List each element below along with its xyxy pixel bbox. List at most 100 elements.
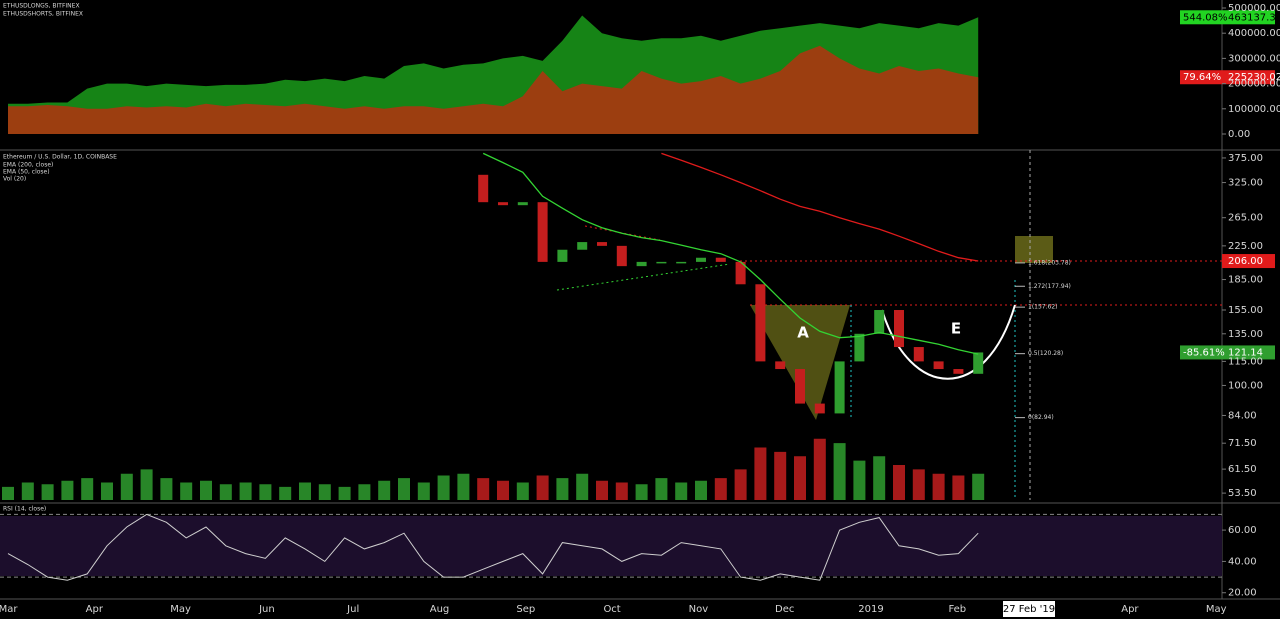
volume-bar: [556, 478, 569, 500]
value-badge: [1180, 10, 1275, 25]
candle: [933, 361, 944, 370]
candle: [597, 242, 607, 246]
rsi-line: [7, 513, 979, 581]
candle: [557, 249, 568, 262]
y-tick-label: 100.00: [1228, 380, 1263, 391]
candle: [478, 174, 489, 203]
volume-bar: [477, 478, 490, 500]
volume-bar: [576, 473, 589, 500]
fib-label: 1(157.62): [1028, 304, 1058, 311]
trendline: [556, 263, 731, 291]
volume-bar: [318, 484, 331, 500]
last-price-badge: [1180, 345, 1275, 360]
volume-bar: [853, 460, 866, 500]
volume-bar: [655, 478, 668, 500]
legend-entry: EMA (50, close): [3, 169, 50, 176]
y-tick-label: 135.00: [1228, 329, 1263, 340]
last-price-change: -85.61%: [1183, 347, 1225, 358]
candle: [834, 361, 845, 414]
fib-label: 1.618(203.78): [1028, 259, 1071, 266]
volume-bar: [417, 482, 430, 500]
volume-bar: [516, 482, 529, 500]
candle: [913, 347, 924, 362]
fib-label: 0.5(120.28): [1028, 350, 1063, 357]
volume-bar: [635, 484, 648, 500]
y-tick-label: 84.00: [1228, 410, 1257, 421]
y-tick-label: 100000.00: [1228, 104, 1280, 115]
y-tick-label: 115.00: [1228, 356, 1263, 367]
chart-title: RSI (14, close): [3, 506, 46, 513]
x-tick-label: Apr: [86, 604, 104, 615]
volume-bar: [932, 473, 945, 500]
badge-value: 225230.02: [1228, 72, 1280, 83]
volume-bar: [833, 443, 846, 500]
candle: [953, 369, 964, 374]
x-tick-label: Feb: [948, 604, 966, 615]
x-tick-label: May: [170, 604, 191, 615]
y-tick-label: 400000.00: [1228, 28, 1280, 39]
candle: [874, 310, 885, 334]
volume-bar: [754, 447, 767, 500]
volume-bar: [596, 480, 608, 500]
candle: [537, 202, 548, 262]
volume-bar: [120, 473, 133, 500]
badge-value: 463137.36: [1228, 12, 1280, 23]
volume-bar: [21, 482, 34, 500]
volume-bar: [140, 469, 153, 500]
volume-bar: [101, 482, 113, 500]
volume-bar: [695, 480, 707, 500]
volume-bar: [536, 475, 549, 500]
x-tick-label: Dec: [775, 604, 794, 615]
volume-bar: [219, 484, 232, 500]
time-marker-bg: [1003, 601, 1055, 617]
candle: [577, 242, 588, 250]
y-tick-label: 200000.00: [1228, 79, 1280, 90]
pattern-label: E: [951, 320, 961, 338]
y-tick-label: 155.00: [1228, 305, 1263, 316]
time-marker: 27 Feb '19: [1003, 604, 1055, 615]
volume-bar: [497, 480, 509, 500]
candle: [715, 257, 726, 262]
x-tick-label: May: [1206, 604, 1227, 615]
y-tick-label: 20.00: [1228, 588, 1257, 599]
y-tick-label: 61.50: [1228, 464, 1257, 475]
volume-bar: [160, 478, 173, 500]
volume-bar: [437, 475, 450, 500]
x-tick-label: Mar: [0, 604, 18, 615]
volume-bar: [794, 456, 806, 500]
rsi-band-fill: [0, 516, 1222, 576]
candle: [498, 202, 508, 206]
volume-bar: [41, 484, 54, 500]
volume-bar: [813, 438, 826, 500]
candle: [735, 261, 746, 285]
volume-bar: [259, 484, 272, 500]
last-price-label: 121.14: [1228, 347, 1263, 358]
badge-change: 544.08%: [1183, 12, 1228, 23]
volume-bar: [774, 451, 787, 500]
target-zone: [1015, 236, 1053, 263]
candle: [676, 261, 687, 264]
price-badge: [1222, 254, 1275, 269]
x-tick-label: Oct: [603, 604, 620, 615]
chart-title: Ethereum / U.S. Dollar, 1D, COINBASE: [3, 154, 117, 161]
candle: [973, 352, 984, 374]
volume-bar: [714, 478, 727, 500]
volume-bar: [338, 486, 351, 500]
candle: [616, 245, 627, 267]
candle: [696, 257, 706, 262]
volume-bar: [734, 469, 747, 500]
volume-bar: [61, 480, 74, 500]
x-tick-label: Aug: [430, 604, 450, 615]
candle: [656, 261, 667, 264]
fib-label: 1.272(177.94): [1028, 283, 1071, 290]
volume-bar: [81, 478, 94, 500]
y-tick-label: 0.00: [1228, 129, 1250, 140]
volume-bar: [893, 465, 905, 500]
volume-bar: [299, 482, 311, 500]
candle: [894, 310, 904, 348]
y-tick-label: 53.50: [1228, 488, 1257, 499]
legend-entry: ETHUSDLONGS, BITFINEX: [3, 3, 80, 10]
candle: [636, 261, 647, 267]
volume-bar: [200, 480, 212, 500]
value-badge: [1180, 70, 1275, 85]
